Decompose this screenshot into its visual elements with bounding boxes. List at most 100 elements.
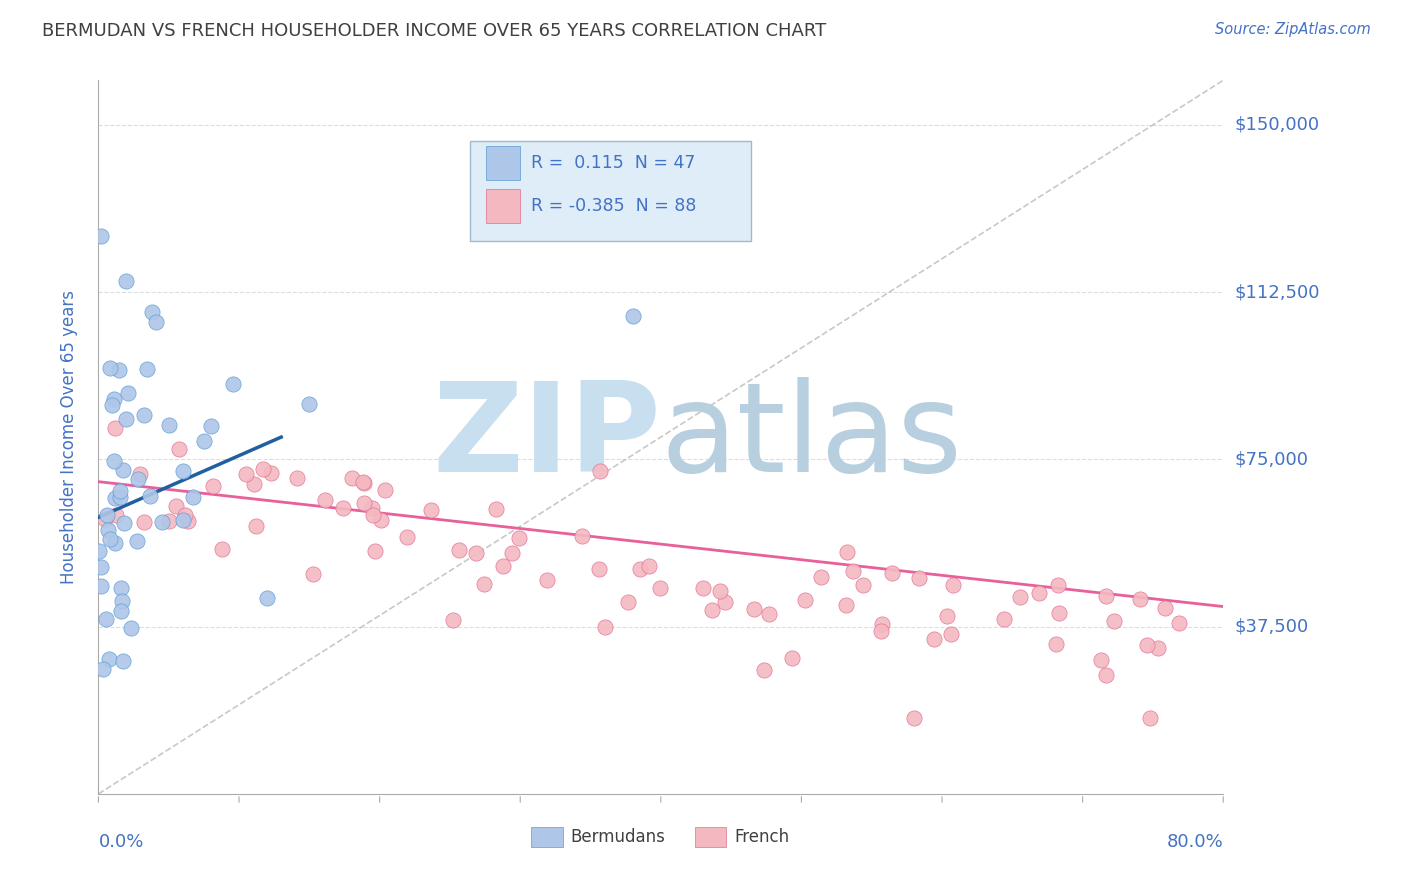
Point	[139, 489, 162, 503]
Point	[700, 603, 723, 617]
Point	[243, 476, 266, 491]
Point	[922, 632, 945, 646]
Point	[754, 663, 776, 677]
Point	[202, 479, 225, 493]
Point	[90, 560, 112, 574]
Point	[1047, 606, 1070, 620]
Text: Bermudans: Bermudans	[571, 829, 665, 847]
Point	[492, 558, 515, 573]
Point	[260, 467, 283, 481]
Point	[353, 475, 375, 490]
Point	[1139, 711, 1161, 725]
Point	[842, 564, 865, 578]
Bar	[486, 145, 520, 180]
Text: $112,500: $112,500	[1234, 283, 1320, 301]
Point	[141, 305, 163, 319]
Point	[353, 496, 375, 510]
Point	[810, 570, 832, 584]
Point	[90, 229, 112, 244]
Text: French: French	[734, 829, 789, 847]
Point	[177, 514, 200, 528]
Bar	[531, 828, 562, 847]
Point	[104, 421, 127, 435]
Point	[1167, 615, 1189, 630]
Point	[169, 442, 191, 457]
Point	[501, 546, 523, 560]
Point	[571, 529, 593, 543]
Point	[103, 454, 125, 468]
Point	[104, 491, 127, 505]
Point	[104, 508, 127, 522]
Point	[870, 624, 893, 638]
Text: BERMUDAN VS FRENCH HOUSEHOLDER INCOME OVER 65 YEARS CORRELATION CHART: BERMUDAN VS FRENCH HOUSEHOLDER INCOME OV…	[42, 22, 827, 40]
Point	[360, 500, 382, 515]
Text: ZIP: ZIP	[432, 376, 661, 498]
Point	[342, 471, 364, 485]
Point	[172, 465, 194, 479]
Text: 80.0%: 80.0%	[1167, 833, 1223, 851]
Point	[758, 607, 780, 622]
Point	[396, 530, 419, 544]
Point	[374, 483, 396, 497]
Point	[132, 408, 155, 422]
Point	[181, 490, 204, 504]
Text: atlas: atlas	[661, 376, 963, 498]
Point	[157, 417, 180, 432]
Text: $37,500: $37,500	[1234, 617, 1309, 636]
Point	[621, 309, 644, 323]
Point	[870, 617, 893, 632]
Point	[120, 621, 142, 635]
Point	[465, 546, 488, 560]
Point	[285, 471, 308, 485]
Point	[221, 376, 243, 391]
Point	[97, 523, 120, 537]
Point	[332, 501, 354, 516]
Point	[302, 567, 325, 582]
Point	[110, 582, 132, 596]
Point	[588, 464, 610, 478]
Point	[936, 609, 959, 624]
Point	[1154, 600, 1177, 615]
Point	[709, 583, 731, 598]
Point	[903, 711, 925, 725]
Point	[103, 392, 125, 407]
Point	[115, 411, 138, 425]
Point	[94, 512, 117, 526]
Point	[835, 599, 858, 613]
Bar	[486, 189, 520, 223]
Text: Source: ZipAtlas.com: Source: ZipAtlas.com	[1215, 22, 1371, 37]
Point	[111, 593, 134, 607]
Point	[588, 562, 610, 576]
Text: R =  0.115  N = 47: R = 0.115 N = 47	[531, 153, 696, 171]
Point	[93, 662, 115, 676]
Point	[593, 620, 616, 634]
Point	[145, 315, 167, 329]
Point	[114, 516, 136, 531]
Point	[111, 463, 134, 477]
Point	[536, 574, 558, 588]
Point	[793, 592, 815, 607]
Point	[993, 612, 1015, 626]
Point	[89, 543, 111, 558]
Point	[361, 508, 384, 522]
Point	[939, 627, 962, 641]
Point	[508, 531, 530, 545]
Point	[692, 581, 714, 595]
Point	[98, 652, 121, 666]
Point	[100, 398, 122, 412]
Point	[245, 519, 267, 533]
Text: 0.0%: 0.0%	[98, 833, 143, 851]
Point	[235, 467, 257, 481]
Point	[485, 502, 508, 516]
Point	[193, 434, 215, 449]
Point	[1146, 640, 1168, 655]
Point	[650, 581, 672, 595]
Text: $75,000: $75,000	[1234, 450, 1309, 468]
Point	[173, 508, 195, 522]
Point	[256, 591, 278, 605]
Point	[363, 544, 385, 558]
Y-axis label: Householder Income Over 65 years: Householder Income Over 65 years	[59, 290, 77, 584]
Point	[1129, 592, 1152, 607]
Point	[1094, 589, 1116, 603]
Point	[117, 386, 139, 401]
